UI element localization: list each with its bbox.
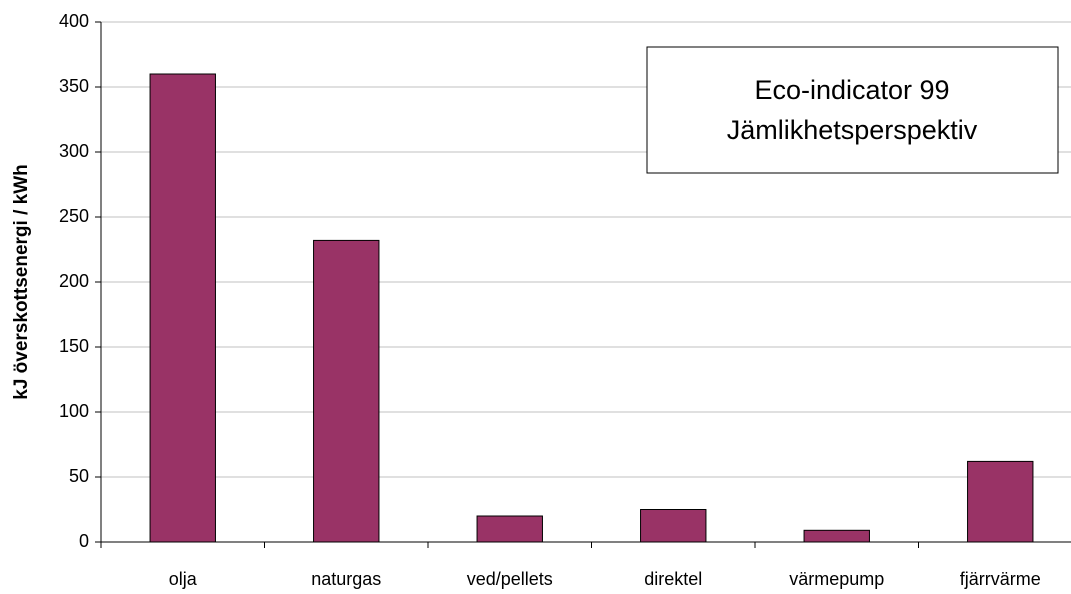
y-tick-label: 300 [59, 141, 89, 161]
y-tick-label: 150 [59, 336, 89, 356]
bar [967, 460, 1034, 543]
y-tick-label: 250 [59, 206, 89, 226]
y-tick-label: 400 [59, 11, 89, 31]
x-tick-label: naturgas [311, 569, 381, 589]
x-tick-label: ved/pellets [467, 569, 553, 589]
x-tick-label: direktel [644, 569, 702, 589]
x-tick-label: fjärrvärme [960, 569, 1041, 589]
annotation: Jämlikhetsperspektiv [727, 115, 978, 145]
y-tick-label: 100 [59, 401, 89, 421]
bar [149, 73, 216, 543]
y-tick-label: 0 [79, 531, 89, 551]
annotation: Eco-indicator 99 [754, 75, 949, 105]
x-tick-label: värmepump [789, 569, 884, 589]
y-tick-label: 50 [69, 466, 89, 486]
bar [313, 239, 380, 543]
bar [803, 529, 870, 543]
bar [476, 515, 543, 543]
y-axis-label: kJ överskottsenergi / kWh [11, 164, 32, 399]
y-tick-label: 350 [59, 76, 89, 96]
x-tick-label: olja [169, 569, 198, 589]
y-tick-label: 200 [59, 271, 89, 291]
bar [640, 509, 707, 543]
annotation-box [646, 46, 1059, 174]
